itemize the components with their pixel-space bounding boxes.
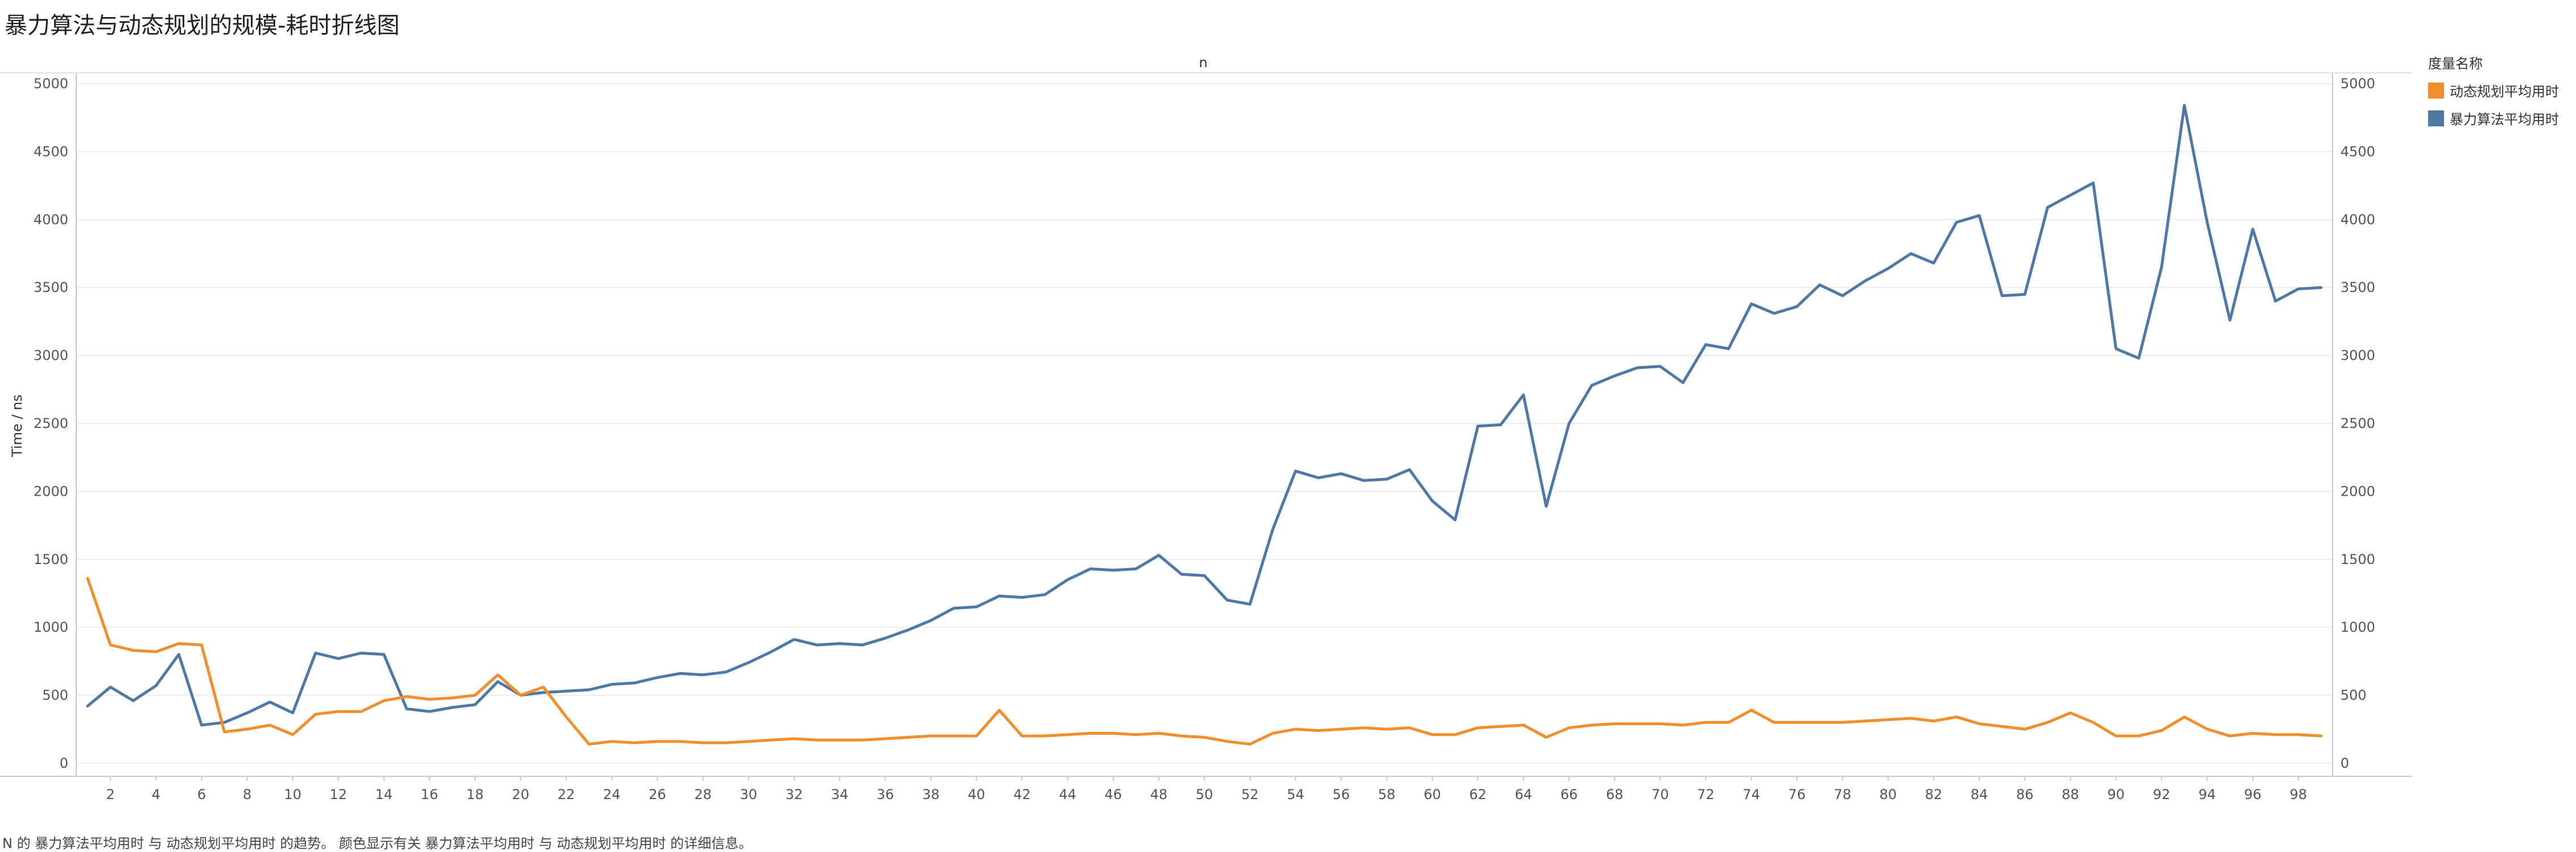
- x-tick-label: 2: [106, 787, 114, 802]
- gridlines: [76, 83, 2333, 764]
- x-tick-label: 80: [1880, 787, 1897, 802]
- x-tick-label: 50: [1196, 787, 1213, 802]
- y-tick-label-left: 2000: [34, 483, 68, 499]
- x-tick-label: 28: [694, 787, 712, 802]
- x-tick-label: 98: [2290, 787, 2307, 802]
- legend-swatch-dp: [2428, 82, 2444, 98]
- x-tick-label: 94: [2198, 787, 2216, 802]
- x-tick-label: 86: [2016, 787, 2034, 802]
- x-tick-label: 46: [1104, 787, 1122, 802]
- x-tick-label: 82: [1925, 787, 1943, 802]
- legend-label-dp: 动态规划平均用时: [2450, 84, 2559, 100]
- x-tick-label: 72: [1697, 787, 1715, 802]
- x-tick-label: 84: [1971, 787, 1988, 802]
- x-tick-label: 30: [740, 787, 758, 802]
- x-tick-label: 26: [649, 787, 666, 802]
- legend-item-dp[interactable]: 动态规划平均用时: [2428, 80, 2559, 100]
- x-tick-label: 40: [968, 787, 985, 802]
- x-tick-label: 70: [1652, 787, 1669, 802]
- x-tick-label: 88: [2062, 787, 2079, 802]
- x-tick-label: 58: [1378, 787, 1396, 802]
- y-tick-label-left: 5000: [34, 76, 68, 92]
- x-tick-label: 14: [375, 787, 393, 802]
- y-tick-label-right: 5000: [2340, 76, 2375, 92]
- y-tick-label-right: 2500: [2340, 415, 2375, 431]
- x-tick-label: 60: [1423, 787, 1441, 802]
- x-tick-label: 16: [421, 787, 439, 802]
- x-tick-label: 48: [1150, 787, 1168, 802]
- y-tick-label-left: 4000: [34, 212, 68, 228]
- y-tick-label-left: 3000: [34, 348, 68, 364]
- y-tick-label-right: 2000: [2340, 483, 2375, 499]
- x-tick-label: 76: [1788, 787, 1806, 802]
- x-tick-label: 18: [467, 787, 484, 802]
- chart-title: 暴力算法与动态规划的规模-耗时折线图: [5, 13, 400, 39]
- x-tick-label: 66: [1561, 787, 1578, 802]
- y-tick-label-right: 1500: [2340, 551, 2375, 567]
- x-tick-label: 38: [922, 787, 940, 802]
- x-tick-label: 34: [831, 787, 849, 802]
- x-tick-label: 90: [2107, 787, 2125, 802]
- y-tick-label-left: 3500: [34, 279, 68, 295]
- x-tick-label: 4: [152, 787, 160, 802]
- y-tick-label-right: 0: [2340, 755, 2349, 771]
- x-tick-label: 78: [1834, 787, 1851, 802]
- x-tick-label: 68: [1606, 787, 1624, 802]
- axes: [0, 72, 2412, 781]
- y-tick-label-left: 500: [42, 688, 68, 703]
- x-tick-label: 24: [603, 787, 621, 802]
- y-tick-label-right: 1000: [2340, 619, 2375, 635]
- y-tick-label-right: 3000: [2340, 348, 2375, 364]
- y-tick-label-left: 1000: [34, 619, 68, 635]
- y-tick-label-right: 3500: [2340, 279, 2375, 295]
- series-line-dp: [86, 577, 2323, 746]
- y-tick-label-right: 4000: [2340, 212, 2375, 228]
- y-tick-label-left: 0: [60, 755, 68, 771]
- x-tick-label: 12: [329, 787, 347, 802]
- x-tick-label: 36: [877, 787, 894, 802]
- y-tick-label-left: 1500: [34, 551, 68, 567]
- x-tick-label: 54: [1287, 787, 1304, 802]
- x-tick-label: 44: [1059, 787, 1076, 802]
- y-tick-label-left: 2500: [34, 415, 68, 431]
- legend-item-brute[interactable]: 暴力算法平均用时: [2428, 108, 2559, 128]
- x-tick-label: 56: [1332, 787, 1350, 802]
- x-tick-label: 64: [1515, 787, 1533, 802]
- y-tick-label-right: 500: [2340, 688, 2367, 703]
- x-tick-label: 20: [512, 787, 530, 802]
- y-axis-label: Time / ns: [9, 394, 25, 458]
- x-tick-label: 92: [2153, 787, 2170, 802]
- x-tick-label: 74: [1743, 787, 1760, 802]
- x-tick-label: 8: [243, 787, 251, 802]
- legend: 度量名称 动态规划平均用时 暴力算法平均用时: [2428, 52, 2559, 136]
- x-tick-label: 10: [284, 787, 302, 802]
- legend-swatch-brute: [2428, 110, 2444, 126]
- series-line-brute: [86, 104, 2323, 727]
- y-tick-label-right: 4500: [2340, 143, 2375, 159]
- x-tick-label: 96: [2244, 787, 2262, 802]
- legend-label-brute: 暴力算法平均用时: [2450, 112, 2559, 127]
- x-tick-label: 6: [197, 787, 206, 802]
- chart-caption: N 的 暴力算法平均用时 与 动态规划平均用时 的趋势。 颜色显示有关 暴力算法…: [2, 835, 753, 851]
- series-lines: [86, 104, 2323, 746]
- x-tick-label: 22: [558, 787, 575, 802]
- x-axis-label: n: [1199, 55, 1207, 71]
- x-tick-label: 52: [1241, 787, 1259, 802]
- legend-title: 度量名称: [2428, 56, 2483, 72]
- y-tick-label-left: 4500: [34, 143, 68, 159]
- x-tick-label: 62: [1469, 787, 1487, 802]
- x-tick-label: 42: [1013, 787, 1031, 802]
- x-tick-label: 32: [786, 787, 803, 802]
